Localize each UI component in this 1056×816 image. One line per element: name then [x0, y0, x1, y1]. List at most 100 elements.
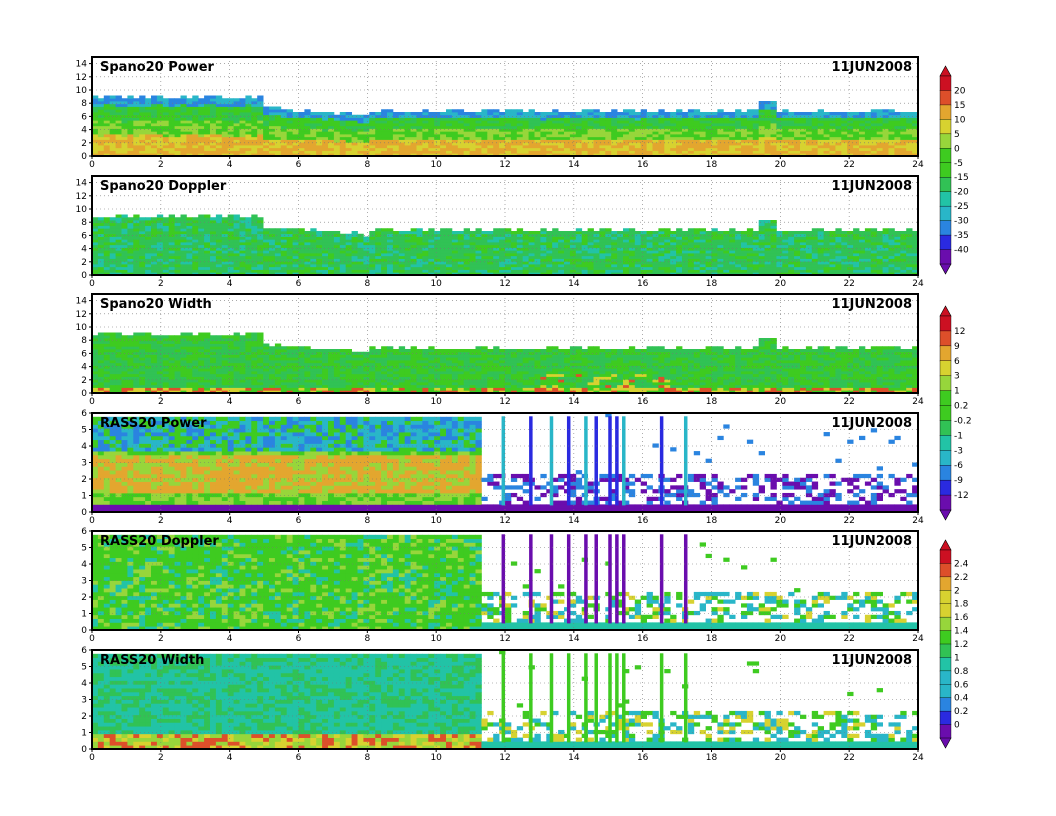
heatmap-cell — [451, 269, 459, 273]
heatmap-cell — [227, 253, 234, 257]
heatmap-cell — [906, 128, 913, 132]
heatmap-cell — [699, 242, 706, 246]
heatmap-cell — [428, 250, 435, 254]
heatmap-cell — [463, 261, 470, 265]
heatmap-cell — [628, 120, 636, 124]
heatmap-cell — [499, 250, 506, 254]
heatmap-cell — [428, 153, 435, 157]
heatmap-cell — [198, 222, 205, 226]
heatmap-cell — [156, 247, 164, 251]
heatmap-cell — [198, 142, 205, 146]
heatmap-cell — [558, 131, 565, 135]
heatmap-cell — [717, 242, 724, 246]
heatmap-cell — [204, 255, 211, 259]
heatmap-cell — [369, 264, 376, 268]
heatmap-cell — [794, 250, 801, 254]
heatmap-cell — [493, 125, 500, 129]
heatmap-cell — [623, 145, 630, 149]
heatmap-cell — [221, 136, 229, 140]
heatmap-cell — [764, 120, 771, 124]
heatmap-cell — [758, 239, 765, 243]
heatmap-cell — [752, 117, 760, 121]
heatmap-cell — [670, 253, 677, 257]
heatmap-cell — [333, 150, 341, 154]
heatmap-cell — [906, 142, 913, 146]
heatmap-cell — [623, 134, 630, 138]
heatmap-cell — [835, 112, 842, 116]
heatmap-cell — [870, 255, 878, 259]
heatmap-cell — [853, 269, 860, 273]
heatmap-cell — [534, 112, 541, 116]
heatmap-cell — [369, 255, 376, 259]
heatmap-cell — [534, 134, 541, 138]
heatmap-cell — [617, 112, 624, 116]
heatmap-cell — [162, 233, 170, 237]
heatmap-cell — [215, 106, 223, 110]
heatmap-cell — [416, 242, 423, 246]
heatmap-cell — [805, 123, 813, 127]
heatmap-cell — [912, 142, 919, 146]
heatmap-cell — [522, 125, 529, 129]
heatmap-cell — [687, 269, 695, 273]
heatmap-cell — [687, 231, 695, 235]
heatmap-cell — [823, 233, 830, 237]
heatmap-cell — [912, 131, 919, 135]
heatmap-cell — [463, 139, 470, 143]
heatmap-cell — [381, 258, 388, 262]
heatmap-cell — [162, 258, 170, 262]
heatmap-cell — [227, 103, 234, 107]
heatmap-cell — [369, 231, 376, 235]
heatmap-cell — [540, 117, 547, 121]
heatmap-cell — [463, 136, 470, 140]
heatmap-cell — [280, 255, 288, 259]
heatmap-cell — [599, 258, 606, 262]
heatmap-cell — [558, 231, 565, 235]
heatmap-cell — [97, 233, 105, 237]
heatmap-cell — [569, 125, 577, 129]
heatmap-cell — [351, 114, 358, 118]
heatmap-cell — [416, 261, 423, 265]
heatmap-cell — [900, 236, 907, 240]
heatmap-cell — [593, 136, 600, 140]
heatmap-cell — [109, 134, 116, 138]
heatmap-cell — [599, 147, 606, 151]
heatmap-cell — [534, 236, 541, 240]
heatmap-cell — [133, 123, 140, 127]
heatmap-cell — [499, 266, 506, 270]
heatmap-cell — [221, 225, 229, 229]
heatmap-cell — [210, 109, 217, 113]
heatmap-cell — [853, 153, 860, 157]
heatmap-cell — [215, 136, 223, 140]
heatmap-cell — [328, 266, 335, 270]
heatmap-cell — [180, 236, 187, 240]
heatmap-cell — [569, 139, 577, 143]
heatmap-cell — [623, 239, 630, 243]
heatmap-cell — [298, 150, 305, 154]
heatmap-cell — [174, 255, 181, 259]
heatmap-cell — [145, 117, 152, 121]
heatmap-cell — [552, 247, 559, 251]
heatmap-cell — [882, 109, 889, 113]
heatmap-cell — [770, 112, 777, 116]
heatmap-cell — [357, 269, 364, 273]
heatmap-cell — [676, 134, 683, 138]
heatmap-cell — [451, 145, 459, 149]
heatmap-cell — [717, 239, 724, 243]
heatmap-cell — [646, 150, 653, 154]
heatmap-cell — [670, 114, 677, 118]
heatmap-cell — [97, 101, 105, 105]
heatmap-cell — [168, 231, 175, 235]
heatmap-cell — [847, 261, 854, 265]
heatmap-cell — [145, 112, 152, 116]
heatmap-cell — [510, 114, 518, 118]
heatmap-cell — [446, 242, 453, 246]
heatmap-cell — [823, 117, 830, 121]
heatmap-cell — [676, 131, 683, 135]
heatmap-cell — [162, 153, 170, 157]
heatmap-cell — [434, 239, 441, 243]
heatmap-cell — [221, 120, 229, 124]
heatmap-cell — [210, 269, 217, 273]
heatmap-cell — [729, 242, 736, 246]
heatmap-cell — [676, 136, 683, 140]
heatmap-cell — [463, 253, 470, 257]
